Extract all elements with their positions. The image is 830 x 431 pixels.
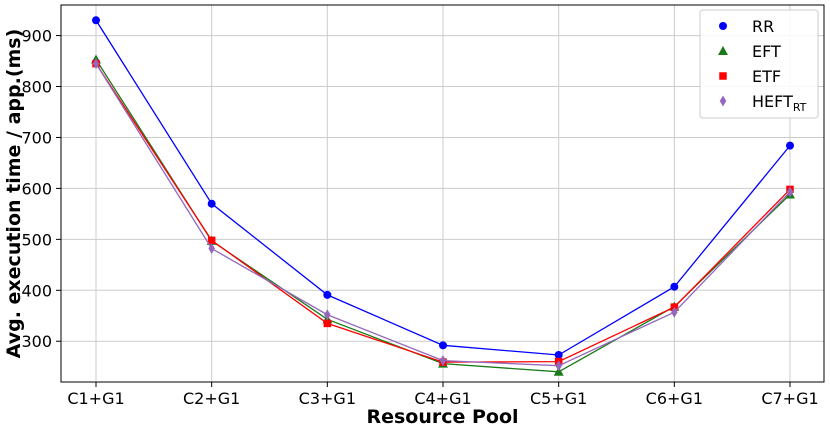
legend-marker xyxy=(718,46,728,55)
legend-series-name: RR xyxy=(752,17,774,36)
x-tick-label: C5+G1 xyxy=(530,389,587,408)
data-point xyxy=(439,341,447,350)
y-tick-label: 700 xyxy=(21,128,52,147)
axis-ticks: C1+G1 C2+G1 C3+G1 C4+G1 C5+G1 C6+G1 C7+G1 300 40… xyxy=(21,27,818,408)
y-tick-label: 500 xyxy=(21,230,52,249)
y-tick-label: 300 xyxy=(21,332,52,351)
y-tick-label: 400 xyxy=(21,281,52,300)
data-point xyxy=(324,309,331,321)
data-point xyxy=(786,186,794,198)
data-point xyxy=(323,290,332,299)
data-point xyxy=(555,360,562,372)
gridlines xyxy=(61,5,824,382)
x-tick-label: C6+G1 xyxy=(646,389,703,408)
data-point xyxy=(786,141,794,150)
legend-series-name: EFT xyxy=(752,42,781,61)
data-point xyxy=(207,236,216,245)
x-tick-label: C7+G1 xyxy=(761,389,818,408)
series-heft xyxy=(92,58,794,372)
legend-label: RR xyxy=(752,17,774,36)
data-point xyxy=(553,366,564,376)
legend-label: EFT xyxy=(752,42,781,61)
data-point xyxy=(92,58,100,70)
legend-label: HEFTRT xyxy=(752,92,807,114)
legend-marker xyxy=(719,72,727,80)
data-point xyxy=(92,16,100,25)
legend-marker xyxy=(719,22,727,30)
data-point xyxy=(670,282,679,291)
legend-box xyxy=(699,9,819,119)
data-point xyxy=(323,319,332,328)
legend-marker xyxy=(719,95,727,107)
data-point xyxy=(554,350,563,359)
x-tick-label: C3+G1 xyxy=(299,389,356,408)
y-tick-label: 600 xyxy=(21,179,52,198)
y-axis-label: Avg. execution time / app.(ms) xyxy=(3,29,25,359)
y-tick-label: 900 xyxy=(21,27,52,46)
x-tick-label: C2+G1 xyxy=(183,389,240,408)
legend-label: ETF xyxy=(752,67,781,86)
x-tick-label: C4+G1 xyxy=(414,389,471,408)
data-point xyxy=(439,355,447,367)
y-tick-label: 800 xyxy=(21,78,52,97)
data-point xyxy=(207,199,216,208)
x-tick-label: C1+G1 xyxy=(67,389,124,408)
data-point xyxy=(208,243,215,255)
legend: RR EFT ETF HEFTRT xyxy=(699,9,819,119)
legend-series-name: HEFT xyxy=(752,92,793,111)
legend-series-name: ETF xyxy=(752,67,781,86)
series-rr xyxy=(92,16,794,359)
series-lines xyxy=(91,16,795,376)
legend-series-subscript: RT xyxy=(793,101,807,114)
x-axis-label: Resource Pool xyxy=(366,406,518,428)
data-point xyxy=(671,306,678,318)
